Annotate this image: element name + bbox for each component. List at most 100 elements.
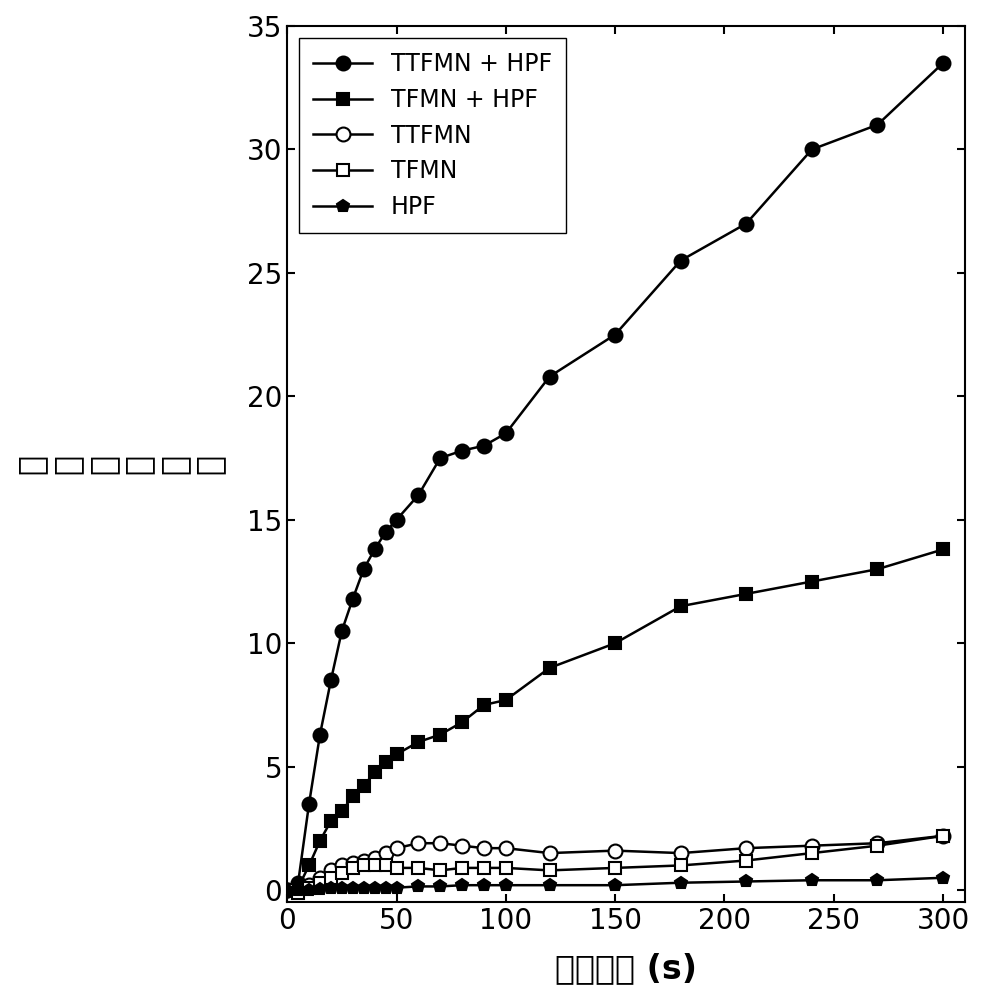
TTFMN [478,842,490,854]
HPF [806,874,818,886]
TFMN + HPF [303,859,315,871]
TFMN [357,859,369,871]
HPF [347,882,358,894]
TTFMN + HPF [675,255,686,267]
Line: TFMN + HPF: TFMN + HPF [281,543,950,896]
TFMN + HPF [293,882,304,894]
TTFMN + HPF [544,371,556,383]
HPF [609,879,621,891]
TTFMN [303,879,315,891]
TTFMN + HPF [369,543,381,555]
TTFMN + HPF [412,489,424,501]
Legend: TTFMN + HPF, TFMN + HPF, TTFMN, TFMN, HPF: TTFMN + HPF, TFMN + HPF, TTFMN, TFMN, HP… [299,38,567,233]
TTFMN + HPF [336,625,348,637]
TFMN + HPF [281,884,293,896]
TTFMN [544,847,556,859]
TFMN + HPF [500,694,512,706]
TTFMN [347,857,358,869]
TTFMN + HPF [391,514,403,526]
TFMN [806,847,818,859]
TFMN [675,859,686,871]
TTFMN [314,872,326,884]
HPF [380,882,392,894]
TFMN + HPF [478,699,490,711]
HPF [293,884,304,896]
TTFMN [369,852,381,864]
TFMN [391,862,403,874]
HPF [457,879,468,891]
TTFMN + HPF [937,57,949,69]
TTFMN [806,840,818,852]
TFMN + HPF [609,637,621,649]
HPF [412,880,424,892]
TTFMN + HPF [457,445,468,457]
TFMN [937,830,949,842]
TTFMN + HPF [740,218,752,230]
TTFMN [872,837,884,849]
TFMN + HPF [457,716,468,728]
TFMN [478,862,490,874]
TTFMN + HPF [325,674,337,686]
TFMN + HPF [357,780,369,792]
TTFMN + HPF [314,729,326,741]
TTFMN [336,859,348,871]
TTFMN + HPF [293,877,304,889]
TFMN [412,862,424,874]
HPF [281,884,293,896]
HPF [740,875,752,887]
HPF [357,882,369,894]
TTFMN + HPF [609,329,621,341]
TFMN + HPF [314,835,326,847]
TTFMN + HPF [500,427,512,439]
TTFMN [457,840,468,852]
TTFMN + HPF [281,884,293,896]
TTFMN [412,837,424,849]
TFMN [369,859,381,871]
TFMN + HPF [434,729,446,741]
Line: TTFMN: TTFMN [280,829,950,897]
TTFMN [500,842,512,854]
TTFMN [293,884,304,896]
TTFMN [380,847,392,859]
TFMN + HPF [380,756,392,768]
HPF [303,884,315,896]
TTFMN [937,830,949,842]
HPF [434,880,446,892]
HPF [937,872,949,884]
TFMN [281,884,293,896]
TTFMN + HPF [347,593,358,605]
TFMN [314,877,326,889]
TFMN [293,887,304,899]
TTFMN + HPF [380,526,392,538]
HPF [325,882,337,894]
TTFMN [740,842,752,854]
TTFMN + HPF [303,798,315,810]
HPF [314,883,326,895]
TTFMN + HPF [806,143,818,155]
TFMN [740,855,752,867]
TFMN [434,864,446,876]
HPF [872,874,884,886]
HPF [544,879,556,891]
TTFMN [434,837,446,849]
Y-axis label: 荧
光
增
强
倍
数: 荧 光 增 强 倍 数 [15,454,226,474]
TFMN + HPF [369,766,381,778]
TFMN [609,862,621,874]
HPF [369,882,381,894]
TFMN [457,862,468,874]
TFMN [336,867,348,879]
TTFMN [675,847,686,859]
Line: TFMN: TFMN [281,830,950,899]
TFMN + HPF [412,736,424,748]
TFMN + HPF [347,790,358,802]
TFMN [544,864,556,876]
TTFMN [609,845,621,857]
TFMN + HPF [806,576,818,588]
HPF [478,879,490,891]
TFMN [872,840,884,852]
TFMN [347,862,358,874]
TTFMN [357,855,369,867]
TFMN + HPF [740,588,752,600]
TFMN [303,882,315,894]
TTFMN [325,864,337,876]
